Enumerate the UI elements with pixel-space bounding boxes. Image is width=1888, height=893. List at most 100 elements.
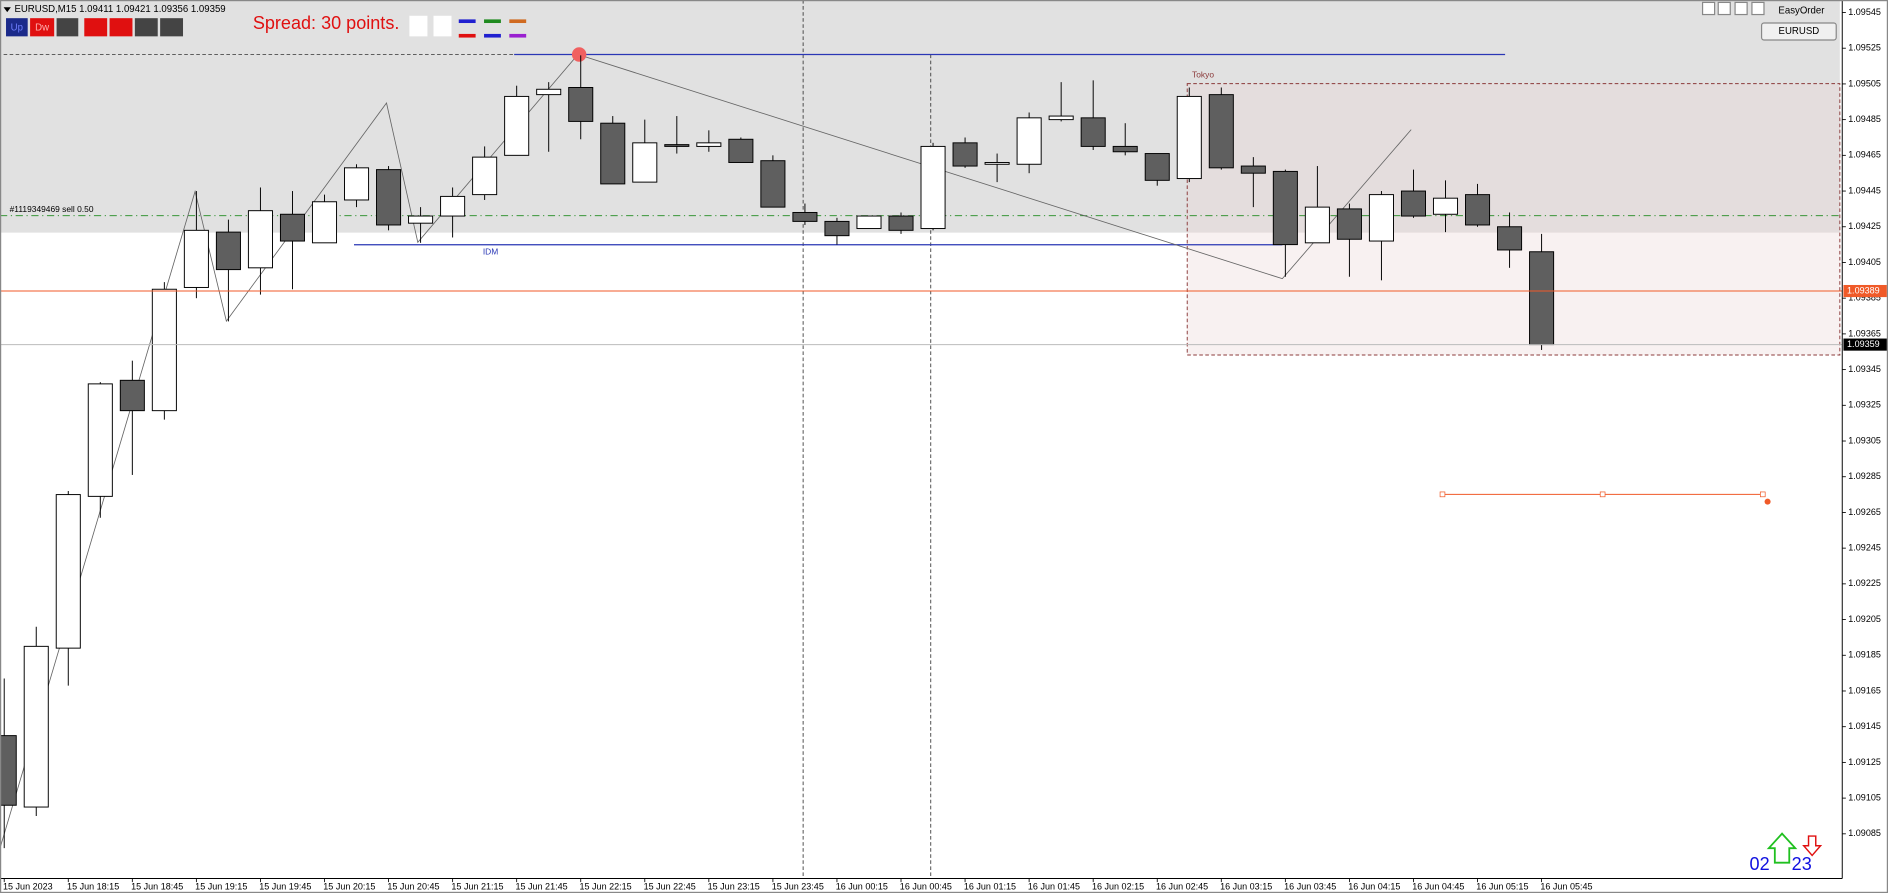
candle-body — [23, 645, 49, 808]
y-tick-label: 1.09245 — [1848, 543, 1881, 553]
symbol-header: EURUSD,M15 1.09411 1.09421 1.09356 1.093… — [14, 4, 225, 15]
y-tick-label: 1.09385 — [1848, 293, 1881, 303]
candle-body — [440, 195, 466, 217]
x-tick-label: 15 Jun 22:15 — [580, 881, 632, 891]
y-tick-label: 1.09125 — [1848, 757, 1881, 767]
y-tick-label: 1.09485 — [1848, 114, 1881, 124]
x-tick-label: 15 Jun 20:45 — [387, 881, 439, 891]
candle-body — [1016, 117, 1042, 165]
price-label-box — [1843, 284, 1887, 298]
symbol-button-label[interactable]: EURUSD — [1779, 26, 1820, 37]
swatch[interactable] — [409, 15, 428, 37]
down-arrow — [1802, 835, 1823, 857]
candle-body — [1112, 145, 1138, 153]
y-tick-label: 1.09545 — [1848, 7, 1881, 17]
x-tick-label: 15 Jun 21:45 — [515, 881, 567, 891]
up-arrow — [1766, 832, 1798, 864]
y-tick-label: 1.09185 — [1848, 650, 1881, 660]
candle-body — [279, 213, 305, 242]
y-tick-label: 1.09225 — [1848, 578, 1881, 588]
easyorder-label[interactable]: EasyOrder — [1778, 5, 1825, 16]
x-tick-label: 16 Jun 00:45 — [900, 881, 952, 891]
candle-body — [247, 210, 273, 269]
candle-body — [1048, 115, 1074, 121]
x-tick-label: 15 Jun 21:15 — [451, 881, 503, 891]
window-button[interactable] — [1701, 1, 1716, 16]
swatch[interactable] — [458, 19, 476, 24]
x-tick-label: 15 Jun 18:15 — [67, 881, 119, 891]
x-tick-label: 16 Jun 01:45 — [1028, 881, 1080, 891]
zigzag — [0, 54, 1412, 849]
x-tick-label: 16 Jun 03:45 — [1284, 881, 1336, 891]
x-tick-label: 15 Jun 23:15 — [708, 881, 760, 891]
y-tick-label: 1.09465 — [1848, 150, 1881, 160]
y-tick-label: 1.09325 — [1848, 400, 1881, 410]
swatch[interactable] — [433, 15, 452, 37]
x-tick-label: 16 Jun 03:15 — [1220, 881, 1272, 891]
x-tick-label: 15 Jun 18:45 — [131, 881, 183, 891]
candle-body — [1144, 153, 1170, 181]
menu-arrow[interactable] — [3, 7, 11, 13]
candle-body — [696, 142, 722, 147]
candle-body — [119, 379, 145, 412]
y-tick-label: 1.09085 — [1848, 828, 1881, 838]
price-label-box — [1843, 338, 1887, 351]
candle-body — [760, 160, 786, 208]
tool-button[interactable] — [109, 18, 133, 37]
candle-body — [1080, 117, 1106, 147]
candle-body — [55, 494, 81, 649]
tool-button[interactable] — [134, 18, 158, 37]
y-tick-label: 1.09445 — [1848, 185, 1881, 195]
candle-body — [824, 220, 850, 237]
counter: 02 — [1750, 854, 1770, 874]
candle-body — [151, 288, 177, 412]
handle[interactable] — [1439, 491, 1446, 498]
candle-body — [215, 231, 241, 271]
candle-body — [568, 87, 594, 122]
y-tick-label: 1.09525 — [1848, 43, 1881, 53]
x-tick-label: 15 Jun 22:45 — [644, 881, 696, 891]
candle-body — [664, 144, 690, 147]
x-tick-label: 16 Jun 00:15 — [836, 881, 888, 891]
candle-body — [920, 145, 946, 230]
symbol-button[interactable] — [1760, 22, 1837, 41]
up-button-label[interactable]: Up — [11, 22, 23, 33]
x-tick-label: 16 Jun 04:15 — [1348, 881, 1400, 891]
candle-body — [728, 138, 754, 163]
up-button[interactable] — [6, 18, 28, 37]
tool-button[interactable] — [160, 18, 184, 37]
x-tick-label: 16 Jun 05:15 — [1476, 881, 1528, 891]
swatch[interactable] — [509, 33, 527, 38]
window-button[interactable] — [1717, 1, 1731, 16]
tool-button[interactable] — [84, 18, 108, 37]
x-tick-label: 15 Jun 2023 — [3, 881, 53, 891]
down-button[interactable] — [30, 18, 55, 37]
candle-body — [472, 156, 498, 196]
y-tick-label: 1.09345 — [1848, 364, 1881, 374]
swatch[interactable] — [509, 19, 527, 24]
candle-body — [1465, 194, 1491, 226]
down-button-label[interactable]: Dw — [35, 22, 49, 33]
candle-body — [792, 211, 818, 222]
price-label: 1.09359 — [1847, 339, 1880, 349]
candle-body — [344, 167, 370, 201]
candle-body — [1497, 226, 1523, 251]
order-label: #1119349469 sell 0.50 — [10, 204, 94, 214]
candle-body — [311, 201, 338, 244]
candle-body — [1432, 197, 1459, 215]
candle-body — [888, 215, 914, 231]
tool-button[interactable] — [56, 18, 79, 37]
candle-body — [1272, 170, 1298, 246]
handle[interactable] — [1599, 491, 1606, 498]
candle-body — [1400, 190, 1426, 217]
candle-body — [1368, 194, 1394, 242]
premium-zone — [0, 0, 1840, 233]
window-button[interactable] — [1751, 1, 1765, 16]
candle-body — [1240, 165, 1266, 174]
handle[interactable] — [1760, 491, 1766, 498]
y-tick-label: 1.09265 — [1848, 507, 1881, 517]
window-button[interactable] — [1734, 1, 1748, 16]
swatch[interactable] — [458, 33, 476, 38]
swatch[interactable] — [484, 19, 501, 24]
swatch[interactable] — [484, 33, 501, 38]
